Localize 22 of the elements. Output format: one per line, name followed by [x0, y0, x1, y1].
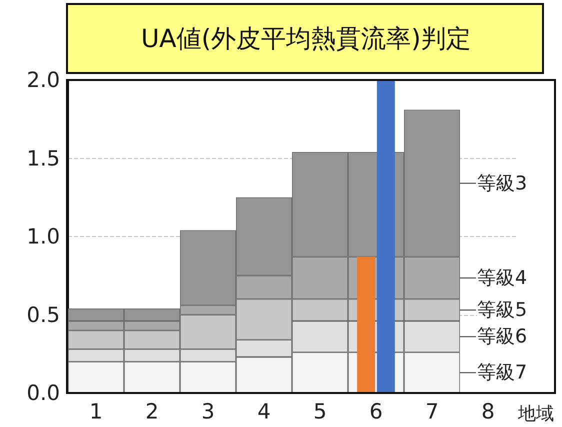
x-tick-label: 2 — [145, 400, 159, 424]
x-axis-title: 地域 — [517, 404, 554, 424]
y-tick-label: 0.5 — [26, 302, 60, 327]
x-tick-label: 1 — [89, 400, 103, 424]
y-tick-label: 1.0 — [26, 224, 60, 248]
y-tick-label: 1.5 — [26, 146, 60, 170]
y-tick-label: 2.0 — [26, 68, 60, 92]
x-tick-label: 5 — [313, 400, 327, 424]
series-label: 等級7 — [477, 362, 528, 384]
x-tick-label: 6 — [369, 400, 383, 424]
series-label: 等級4 — [477, 266, 528, 289]
bar — [357, 256, 376, 393]
series-label: 等級5 — [477, 299, 528, 322]
chart-title: UA値(外皮平均熱貫流率)判定 — [141, 24, 471, 53]
x-tick-label: 4 — [257, 400, 271, 424]
x-tick-label: 7 — [425, 400, 439, 424]
bar — [376, 80, 395, 393]
y-tick-label: 0.0 — [26, 381, 60, 405]
x-tick-label: 3 — [201, 400, 215, 424]
series-label: 等級3 — [477, 172, 528, 194]
x-tick-label: 8 — [481, 400, 495, 424]
series-label: 等級6 — [477, 326, 528, 348]
